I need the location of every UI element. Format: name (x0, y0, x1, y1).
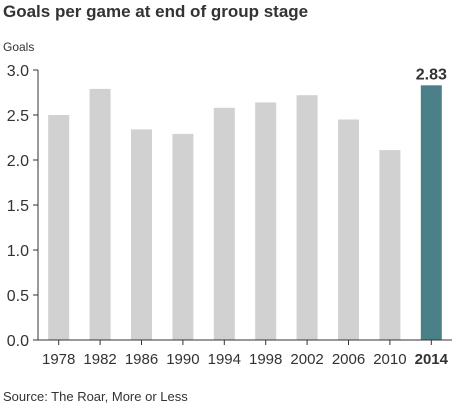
x-tick-label: 1990 (166, 351, 199, 368)
x-tick-label: 1982 (83, 351, 116, 368)
bar-1978 (48, 115, 70, 340)
x-tick-label: 1978 (42, 351, 75, 368)
x-tick-label: 2006 (332, 351, 365, 368)
bar-2006 (338, 119, 359, 340)
x-tick-label: 2002 (290, 351, 323, 368)
bar-1994 (213, 107, 235, 340)
x-tick-label: 2010 (373, 351, 406, 368)
bar-1982 (89, 88, 111, 341)
bar-2010 (379, 150, 401, 340)
bar-1986 (131, 129, 152, 340)
y-axis-label: Goals (3, 40, 34, 54)
source-note: Source: The Roar, More or Less (3, 389, 188, 404)
chart-title: Goals per game at end of group stage (3, 2, 309, 21)
x-tick-label: 1986 (125, 351, 158, 368)
y-tick-label: 2.5 (7, 108, 29, 125)
y-tick-label: 2.0 (7, 153, 29, 170)
y-tick-label: 1.5 (7, 198, 29, 215)
bar-2014 (420, 85, 442, 340)
bar-1990 (172, 133, 194, 340)
y-axis: 0.0 0.5 1.0 1.5 2.0 2.5 3.0 (7, 63, 39, 350)
y-tick-label: 0.0 (7, 333, 29, 350)
x-tick-label: 1994 (208, 351, 241, 368)
x-tick-label: 2014 (415, 351, 449, 368)
y-tick-label: 3.0 (7, 63, 29, 80)
data-label: 2.83 (416, 66, 447, 83)
y-tick-label: 0.5 (7, 288, 29, 305)
y-tick-label: 1.0 (7, 243, 29, 260)
bar-1998 (255, 102, 277, 341)
bar-2002 (296, 95, 318, 340)
x-axis: 1978 1982 1986 1990 1994 1998 2002 2006 2010 2014 (38, 339, 452, 368)
bars: 2.83 (48, 66, 447, 341)
x-tick-label: 1998 (249, 351, 282, 368)
